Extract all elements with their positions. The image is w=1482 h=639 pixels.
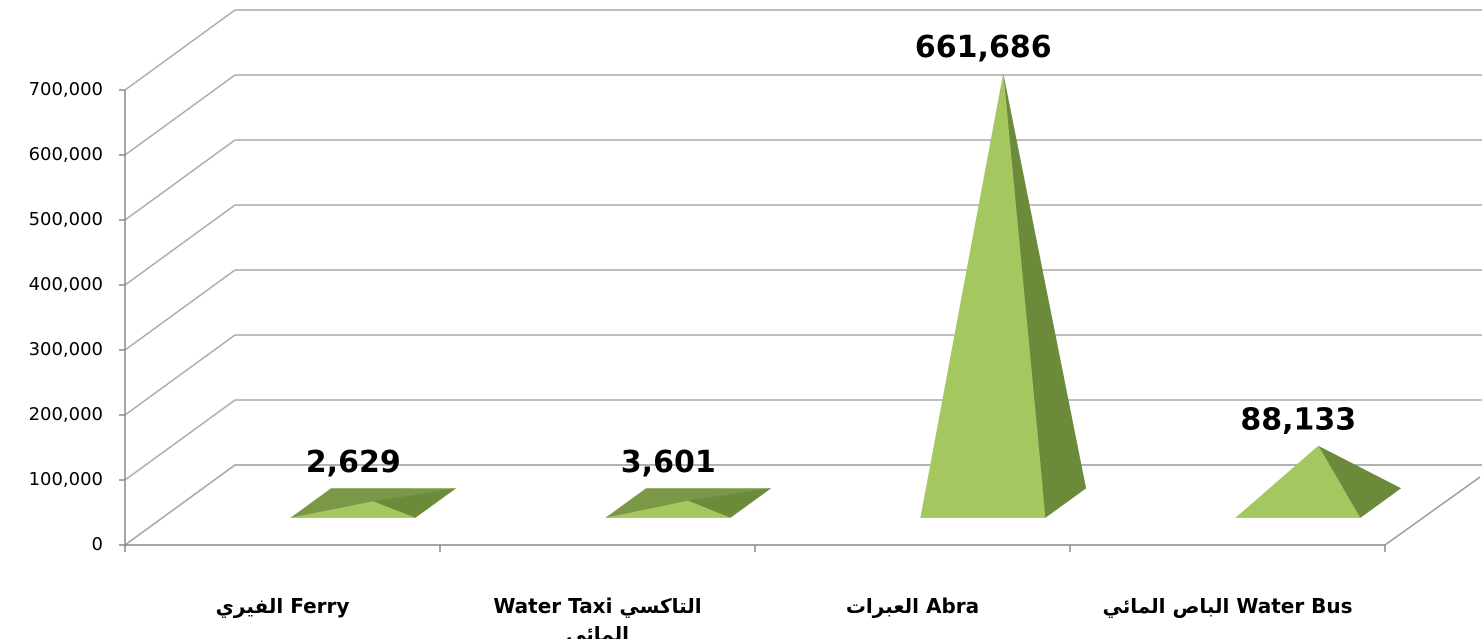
pyramid-front: [605, 500, 731, 518]
grid-line: [124, 74, 236, 156]
value-label: 661,686: [915, 30, 1052, 65]
pyramid-front: [290, 501, 416, 518]
y-tick-label: 500,000: [29, 209, 103, 230]
y-tick-label: 200,000: [29, 404, 103, 425]
x-tick-label: Water Taxi التاكسي المائي: [493, 594, 702, 639]
y-tick-label: 600,000: [29, 144, 103, 165]
pyramid: [1235, 445, 1402, 518]
pyramid: [920, 72, 1087, 518]
value-label: 2,629: [306, 445, 401, 480]
x-tick-label: الباص المائي Water Bus: [1102, 594, 1353, 618]
grid-line: [124, 269, 236, 351]
value-label: 88,133: [1240, 403, 1356, 438]
grid-line: [124, 334, 236, 416]
x-tick-label: الفيري Ferry: [215, 594, 350, 618]
pyramid-side: [373, 488, 457, 518]
grid-line: [124, 9, 236, 91]
value-label: 3,601: [621, 445, 716, 480]
grid-line: [124, 464, 236, 546]
pyramid-front: [920, 72, 1046, 518]
y-tick-label: 700,000: [29, 79, 103, 100]
pyramid-side: [1318, 445, 1402, 518]
pyramid-side: [1003, 72, 1087, 518]
pyramid: [290, 488, 457, 518]
pyramid: [605, 488, 772, 518]
pyramid-side: [688, 488, 772, 518]
y-tick-label: 400,000: [29, 274, 103, 295]
grid-line: [124, 399, 236, 481]
y-tick-label: 0: [92, 534, 103, 555]
floor-right-edge: [1384, 476, 1481, 546]
y-tick-label: 100,000: [29, 469, 103, 490]
y-tick-label: 300,000: [29, 339, 103, 360]
grid-line: [124, 204, 236, 286]
x-tick-label: العبرات Abra: [845, 594, 980, 618]
grid-line: [124, 139, 236, 221]
pyramid-front: [1235, 445, 1361, 518]
